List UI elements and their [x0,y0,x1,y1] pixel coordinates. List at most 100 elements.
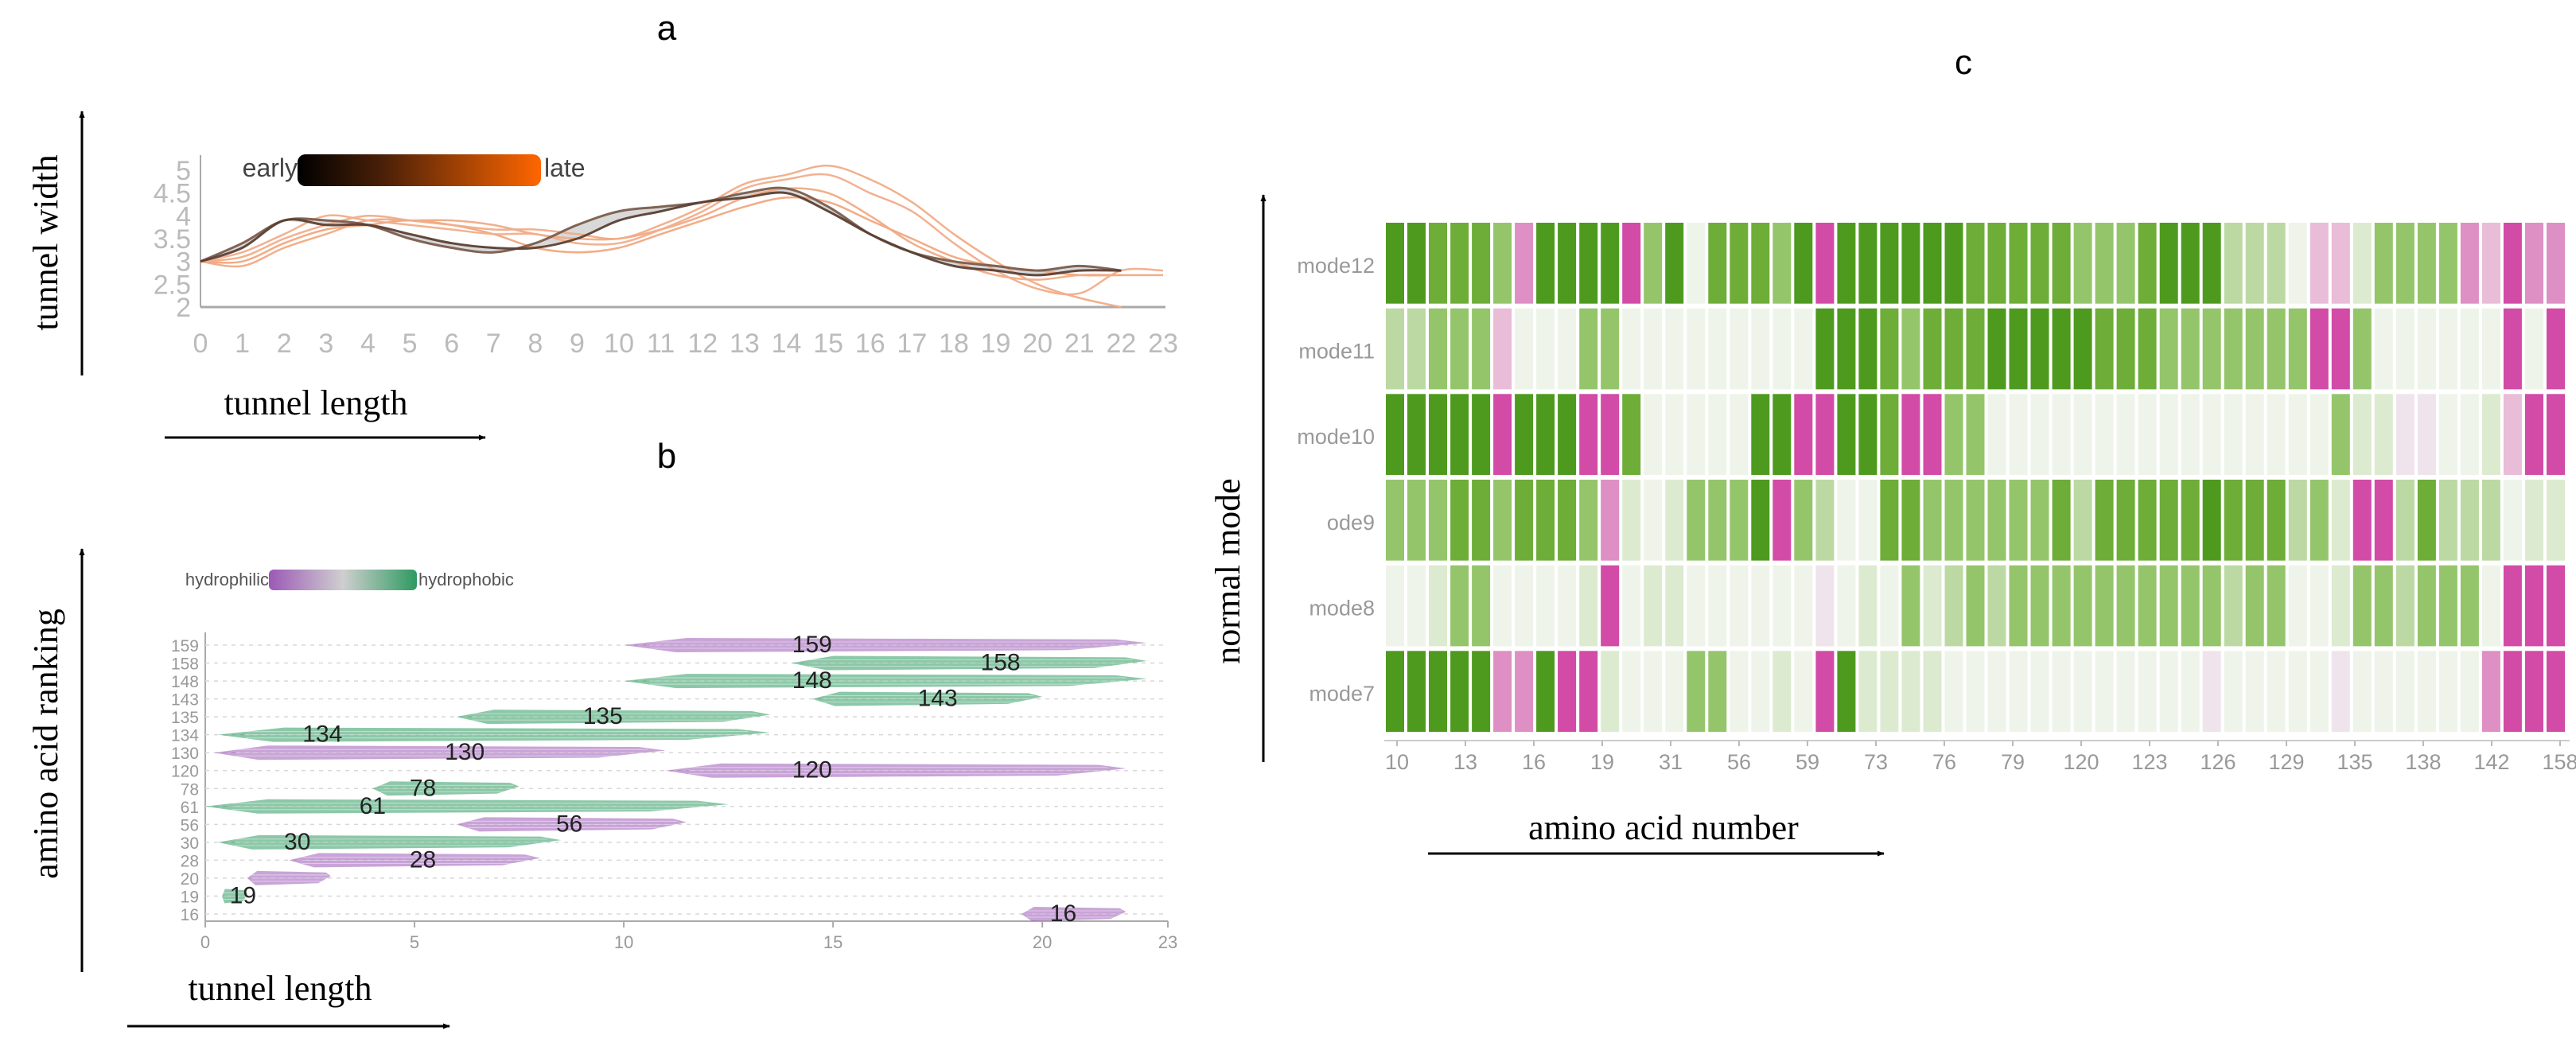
heatmap-cell-r5-c50 [2460,651,2479,732]
heatmap-cell-r1-c21 [1837,308,1856,390]
panel-a-xtick-19: 19 [981,329,1011,359]
panel-a-xtick-9: 9 [570,329,585,359]
heatmap-cell-r0-c35 [2138,223,2157,304]
panel-c-xtick-15: 138 [2405,750,2441,774]
heatmap-cell-r2-c38 [2202,394,2221,475]
heatmap-cell-r4-c12 [1644,565,1663,647]
heatmap-cell-r4-c52 [2503,565,2522,647]
heatmap-cell-r4-c0 [1386,565,1404,647]
heatmap-cell-r1-c40 [2245,308,2264,390]
heatmap-cell-r1-c26 [1944,308,1963,390]
heatmap-cell-r3-c12 [1644,480,1663,561]
heatmap-cell-r5-c18 [1772,651,1792,732]
heatmap-cell-r3-c38 [2202,480,2221,561]
heatmap-cell-r1-c5 [1493,308,1512,390]
heatmap-cell-r0-c39 [2224,223,2243,304]
heatmap-cell-r2-c48 [2417,394,2436,475]
heatmap-cell-r1-c17 [1751,308,1770,390]
heatmap-cell-r2-c46 [2374,394,2393,475]
heatmap-cell-r5-c15 [1708,651,1727,732]
heatmap-cell-r2-c32 [2073,394,2092,475]
heatmap-cell-r5-c5 [1493,651,1512,732]
panel-c-xtick-17: 158 [2542,750,2576,774]
panel-b-label-19: 19 [230,882,256,908]
panel-b-label-61: 61 [360,793,386,819]
heatmap-cell-r1-c36 [2159,308,2178,390]
heatmap-cell-r1-c22 [1858,308,1878,390]
panel-b-label-28: 28 [410,846,436,873]
heatmap-cell-r3-c31 [2052,480,2071,561]
heatmap-cell-r1-c45 [2352,308,2372,390]
panel-a-ytick-5: 4.5 [154,179,191,209]
heatmap-cell-r2-c42 [2288,394,2307,475]
heatmap-cell-r5-c26 [1944,651,1963,732]
panel-a-xtick-8: 8 [527,329,543,359]
heatmap-cell-r2-c0 [1386,394,1404,475]
heatmap-cell-r5-c35 [2138,651,2157,732]
heatmap-cell-r2-c33 [2095,394,2114,475]
heatmap-cell-r2-c36 [2159,394,2178,475]
heatmap-cell-r1-c13 [1665,308,1684,390]
heatmap-cell-r0-c43 [2309,223,2329,304]
panel-b-xtick-2: 10 [614,932,633,952]
panel-c-xtick-5: 56 [1727,750,1751,774]
panel-a-legend-gradient [298,154,541,186]
panel-c-row-label-4: mode8 [1309,597,1375,620]
heatmap-cell-r1-c15 [1708,308,1727,390]
panel-b-ytick-6: 130 [171,745,199,763]
panel-c-row-label-1: mode11 [1298,340,1375,364]
heatmap-cell-r0-c10 [1601,223,1620,304]
panel-c-xlabel: amino acid number [1528,808,1799,847]
heatmap-cell-r4-c44 [2331,565,2350,647]
heatmap-cell-r2-c5 [1493,394,1512,475]
heatmap-cell-r4-c14 [1687,565,1706,647]
heatmap-cell-r2-c52 [2503,394,2522,475]
panel-b-ytick-3: 143 [171,691,199,710]
heatmap-cell-r5-c10 [1601,651,1620,732]
heatmap-cell-r0-c20 [1815,223,1835,304]
panel-b-ytick-7: 120 [171,763,199,781]
heatmap-cell-r2-c1 [1407,394,1426,475]
heatmap-cell-r4-c1 [1407,565,1426,647]
heatmap-cell-r1-c8 [1558,308,1577,390]
panel-b: amino acid ranking tunnel length 1591581… [26,548,1177,1029]
heatmap-cell-r3-c24 [1901,480,1920,561]
panel-b-label-56: 56 [556,811,582,837]
panel-c-xtick-14: 135 [2337,750,2372,774]
heatmap-cell-r2-c16 [1730,394,1749,475]
heatmap-cell-r0-c30 [2030,223,2049,304]
heatmap-cell-r0-c47 [2395,223,2415,304]
heatmap-cell-r3-c54 [2547,480,2565,561]
heatmap-cell-r0-c9 [1579,223,1598,304]
heatmap-cell-r0-c21 [1837,223,1856,304]
heatmap-cell-r0-c45 [2352,223,2372,304]
heatmap-cell-r4-c11 [1622,565,1641,647]
heatmap-cell-r5-c23 [1880,651,1899,732]
panel-a-lines [200,165,1164,309]
heatmap-cell-r5-c38 [2202,651,2221,732]
panel-a-xtick-14: 14 [772,329,802,359]
heatmap-cell-r5-c25 [1923,651,1942,732]
heatmap-cell-r3-c20 [1815,480,1835,561]
heatmap-cell-r4-c20 [1815,565,1835,647]
heatmap-cell-r1-c41 [2267,308,2286,390]
heatmap-cell-r5-c28 [1987,651,2006,732]
panel-c-ylabel: normal mode [1208,478,1247,663]
heatmap-cell-r3-c36 [2159,480,2178,561]
heatmap-cell-r4-c36 [2159,565,2178,647]
panel-b-label-120: 120 [792,757,832,784]
heatmap-cell-r0-c52 [2503,223,2522,304]
heatmap-cell-r1-c53 [2525,308,2543,390]
panel-a-line-4 [200,187,1163,281]
heatmap-cell-r4-c31 [2052,565,2071,647]
heatmap-cell-r4-c28 [1987,565,2006,647]
heatmap-cell-r1-c44 [2331,308,2350,390]
heatmap-cell-r0-c51 [2481,223,2500,304]
heatmap-cell-r5-c33 [2095,651,2114,732]
heatmap-cell-r5-c52 [2503,651,2522,732]
heatmap-cell-r2-c4 [1472,394,1491,475]
heatmap-cell-r1-c50 [2460,308,2479,390]
heatmap-cell-r3-c1 [1407,480,1426,561]
panel-b-ytick-5: 134 [171,727,199,745]
heatmap-cell-r5-c14 [1687,651,1706,732]
